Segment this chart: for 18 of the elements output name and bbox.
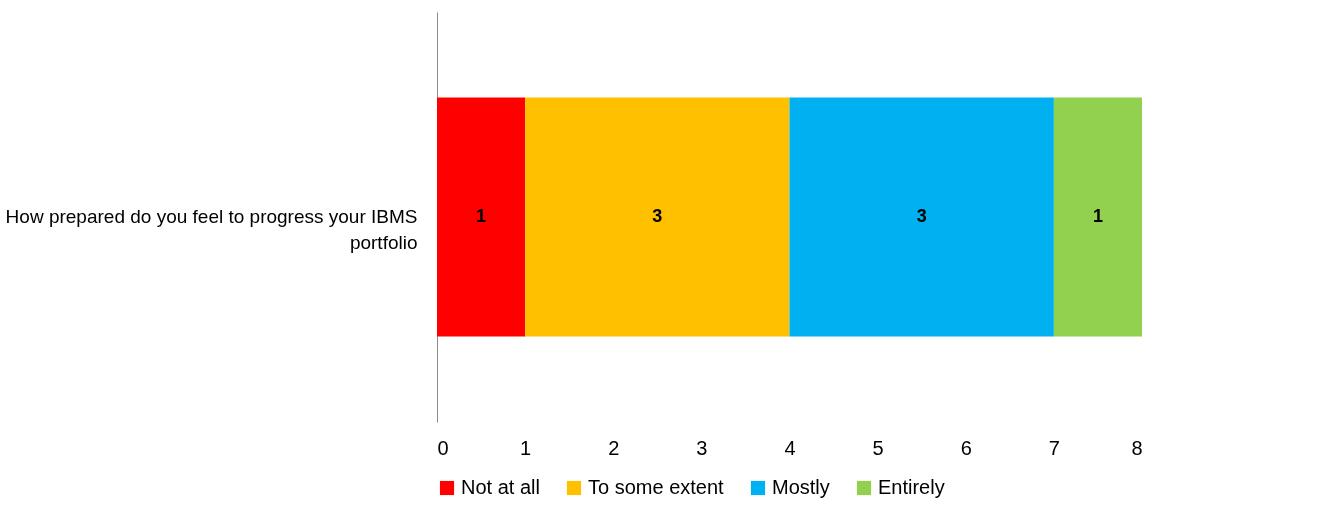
x-tick-label: 0 — [437, 436, 449, 459]
data-label: 3 — [916, 206, 927, 226]
x-tick-label: 8 — [1131, 436, 1143, 459]
x-tick-label: 1 — [520, 436, 532, 459]
y-tick-label: How prepared do you feel to progress your IBMS portfolio — [5, 206, 418, 253]
legend-label: To some extent — [588, 476, 725, 498]
x-tick-label: 3 — [696, 436, 708, 459]
data-label: 3 — [652, 206, 663, 226]
data-label: 1 — [476, 206, 487, 226]
x-tick-label: 2 — [608, 436, 620, 459]
x-tick-label: 7 — [1048, 436, 1060, 459]
legend-label: Mostly — [772, 476, 830, 498]
x-tick-label: 4 — [784, 436, 796, 459]
data-label: 1 — [1092, 206, 1103, 226]
legend-label: Entirely — [878, 476, 945, 498]
x-tick-label: 6 — [960, 436, 972, 459]
x-tick-label: 5 — [872, 436, 884, 459]
legend-label: Not at all — [461, 476, 540, 498]
